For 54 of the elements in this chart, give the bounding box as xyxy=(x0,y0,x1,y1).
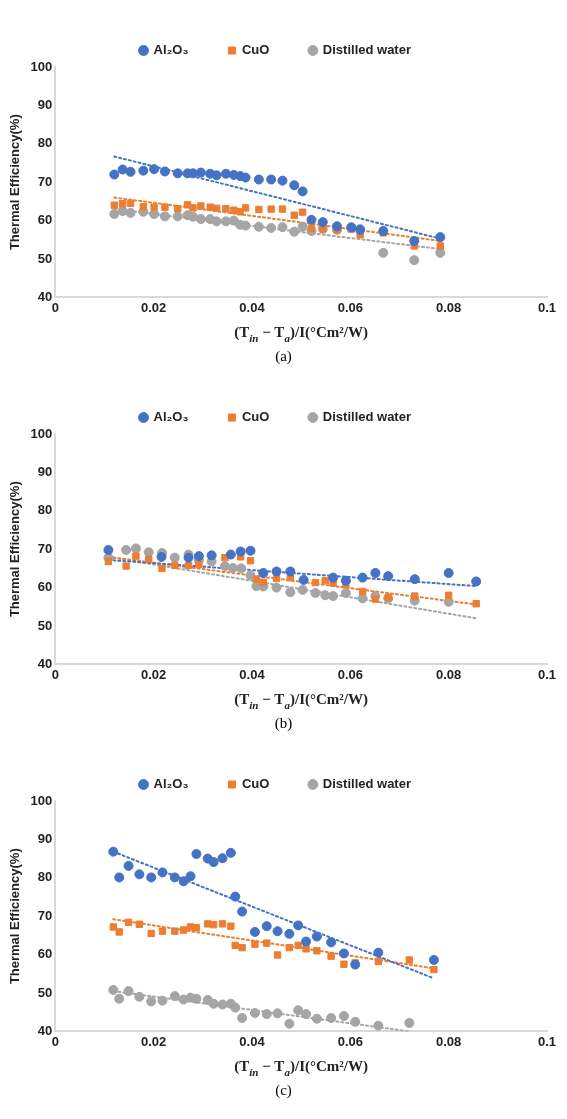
y-tick-label: 70 xyxy=(37,173,53,189)
y-tick-label: 100 xyxy=(30,792,53,808)
y-tick-label: 60 xyxy=(37,212,53,228)
x-tick-label: 0 xyxy=(51,666,59,682)
y-axis-title: Thermal Efficiency(%) xyxy=(7,114,23,251)
x-tick-label: 0.06 xyxy=(337,299,363,315)
legend-label: CuO xyxy=(241,409,270,425)
legend-label: CuO xyxy=(241,776,270,792)
y-tick-label: 40 xyxy=(37,1022,53,1038)
legend-label: CuO xyxy=(241,42,270,58)
x-tick-label: 0.06 xyxy=(337,666,363,682)
x-tick-label: 0.08 xyxy=(436,666,462,682)
x-tick-label: 0.06 xyxy=(337,1033,363,1049)
y-tick-label: 50 xyxy=(37,250,53,266)
x-tick-label: 0 xyxy=(51,299,59,315)
x-tick-label: 0.02 xyxy=(140,1033,167,1049)
y-tick-label: 60 xyxy=(37,946,53,962)
legend-label: Distilled water xyxy=(322,776,411,792)
y-tick-label: 70 xyxy=(37,907,53,923)
y-tick-label: 50 xyxy=(37,984,53,1000)
y-tick-label: 90 xyxy=(37,830,53,846)
x-tick-label: 0.1 xyxy=(537,299,557,315)
x-tick-label: 0.08 xyxy=(436,1033,462,1049)
y-tick-label: 70 xyxy=(37,540,53,556)
x-tick-label: 0.02 xyxy=(140,299,167,315)
y-tick-label: 90 xyxy=(37,96,53,112)
x-tick-label: 0.02 xyxy=(140,666,167,682)
y-tick-label: 60 xyxy=(37,579,53,595)
x-tick-label: 0.04 xyxy=(239,1033,266,1049)
text: (c) xyxy=(274,1081,293,1100)
legend-label: Distilled water xyxy=(322,42,411,58)
y-tick-label: 80 xyxy=(37,135,53,151)
text: (b) xyxy=(273,714,294,733)
x-tick-label: 0 xyxy=(51,1033,59,1049)
y-tick-label: 50 xyxy=(37,617,53,633)
y-tick-label: 80 xyxy=(37,869,53,885)
y-axis-title: Thermal Efficiency(%) xyxy=(7,481,23,618)
legend-label: Al₂O₃ xyxy=(153,409,189,425)
text: (a) xyxy=(274,347,293,366)
legend-label: Distilled water xyxy=(322,409,411,425)
x-tick-label: 0.04 xyxy=(239,299,266,315)
legend-label: Al₂O₃ xyxy=(153,776,189,792)
y-tick-label: 80 xyxy=(37,502,53,518)
y-tick-label: 40 xyxy=(37,655,53,671)
y-tick-label: 100 xyxy=(30,425,53,441)
legend-label: Al₂O₃ xyxy=(153,42,189,58)
y-tick-label: 100 xyxy=(30,58,53,74)
y-tick-label: 40 xyxy=(37,288,53,304)
x-tick-label: 0.1 xyxy=(537,666,557,682)
x-tick-label: 0.1 xyxy=(537,1033,557,1049)
y-tick-label: 90 xyxy=(37,463,53,479)
y-axis-title: Thermal Efficiency(%) xyxy=(7,848,23,985)
x-tick-label: 0.08 xyxy=(436,299,462,315)
x-tick-label: 0.04 xyxy=(239,666,266,682)
